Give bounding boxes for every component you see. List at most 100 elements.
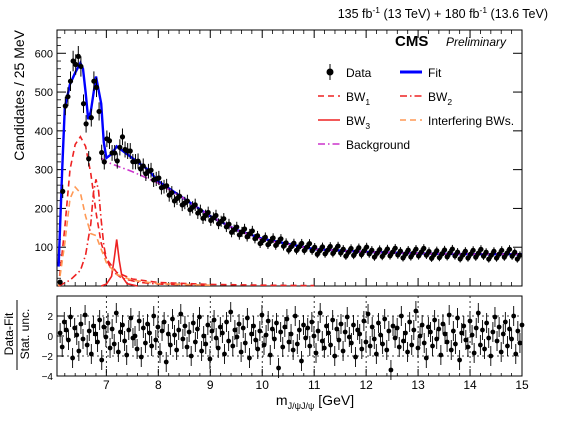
pull-point xyxy=(190,320,196,326)
pull-point xyxy=(113,310,119,316)
pull-point xyxy=(457,357,462,363)
data-point xyxy=(99,149,105,156)
pull-point xyxy=(301,322,306,328)
pull-point xyxy=(257,328,263,334)
data-point xyxy=(325,247,331,253)
bw1-curve xyxy=(57,135,315,287)
ratio-y-tick-label: −4 xyxy=(42,372,54,383)
pull-point xyxy=(442,331,448,337)
pull-point xyxy=(143,340,148,346)
pull-point xyxy=(376,320,381,326)
pull-point xyxy=(140,325,146,331)
pull-point xyxy=(461,323,467,329)
pull-point xyxy=(222,351,227,357)
data-point xyxy=(506,246,513,252)
data-point xyxy=(78,63,84,70)
pull-point xyxy=(278,329,284,335)
pull-point xyxy=(163,359,169,365)
pull-point xyxy=(242,340,248,346)
pull-point xyxy=(63,327,69,333)
data-point xyxy=(374,250,380,256)
pull-point xyxy=(186,329,192,335)
data-point xyxy=(65,94,71,100)
data-point xyxy=(457,256,463,262)
pull-point xyxy=(386,328,392,334)
pull-point xyxy=(344,314,350,320)
data-point xyxy=(106,138,113,144)
background-curve xyxy=(100,157,522,255)
pull-point xyxy=(359,346,365,352)
pull-point xyxy=(174,347,180,353)
pull-point xyxy=(153,337,159,343)
pull-point xyxy=(453,341,458,347)
data-point xyxy=(135,158,141,164)
pull-point xyxy=(434,336,440,342)
pull-point xyxy=(165,331,171,337)
data-point xyxy=(447,250,453,256)
pull-point xyxy=(430,343,435,349)
data-point xyxy=(330,250,336,257)
data-point xyxy=(421,245,427,251)
data-point xyxy=(60,188,66,194)
data-point xyxy=(93,84,100,91)
data-point xyxy=(169,190,175,196)
pull-point xyxy=(315,328,321,334)
pull-point xyxy=(477,342,483,348)
data-points xyxy=(57,45,523,285)
pull-point xyxy=(188,353,194,359)
pull-point xyxy=(338,321,344,327)
ratio-y-tick-label: 0 xyxy=(47,332,53,343)
pull-point xyxy=(417,333,423,339)
pull-point xyxy=(471,350,477,356)
pull-point xyxy=(105,320,111,326)
pull-point xyxy=(488,353,494,359)
data-point xyxy=(470,247,476,253)
ratio-y-label-denominator: Stat. unc. xyxy=(18,309,32,360)
data-point xyxy=(221,216,227,222)
pull-point xyxy=(467,318,473,324)
pull-point xyxy=(86,328,92,334)
pull-point xyxy=(107,345,113,351)
pull-point xyxy=(126,327,132,333)
data-point xyxy=(496,251,502,257)
pull-point xyxy=(59,344,65,350)
pull-point xyxy=(361,318,367,324)
pull-point xyxy=(444,339,450,345)
pull-point xyxy=(115,349,121,355)
pull-point xyxy=(363,339,369,345)
legend-label: Background xyxy=(346,138,410,152)
pull-point xyxy=(111,341,117,347)
pull-point xyxy=(288,331,294,337)
data-point xyxy=(504,250,510,256)
x-tick-label: 9 xyxy=(207,378,214,392)
pull-point xyxy=(145,321,150,327)
pull-point xyxy=(88,351,94,357)
pull-point xyxy=(446,312,452,318)
data-point xyxy=(486,256,492,262)
data-point xyxy=(306,241,313,247)
data-point xyxy=(408,254,414,260)
data-point xyxy=(390,249,396,255)
pull-point xyxy=(184,344,190,350)
pull-point xyxy=(93,331,98,337)
data-point xyxy=(410,250,417,256)
pull-point xyxy=(82,312,88,318)
main-x-ticks xyxy=(64,30,523,286)
bw3-curve xyxy=(100,239,138,287)
pull-point xyxy=(500,331,506,337)
pull-point xyxy=(201,333,207,339)
pull-point xyxy=(132,333,138,339)
data-point xyxy=(241,226,248,232)
pull-point xyxy=(161,319,167,325)
pull-point xyxy=(103,334,109,340)
pull-point xyxy=(224,319,229,325)
pull-point xyxy=(172,332,177,338)
pull-point xyxy=(353,354,358,360)
lumi-label: 135 fb-1 (13 TeV) + 180 fb-1 (13.6 TeV) xyxy=(338,5,548,21)
pull-point xyxy=(236,321,242,327)
pull-point xyxy=(282,324,288,330)
data-point xyxy=(62,103,68,109)
pull-point xyxy=(515,328,521,334)
pull-point xyxy=(494,338,500,344)
